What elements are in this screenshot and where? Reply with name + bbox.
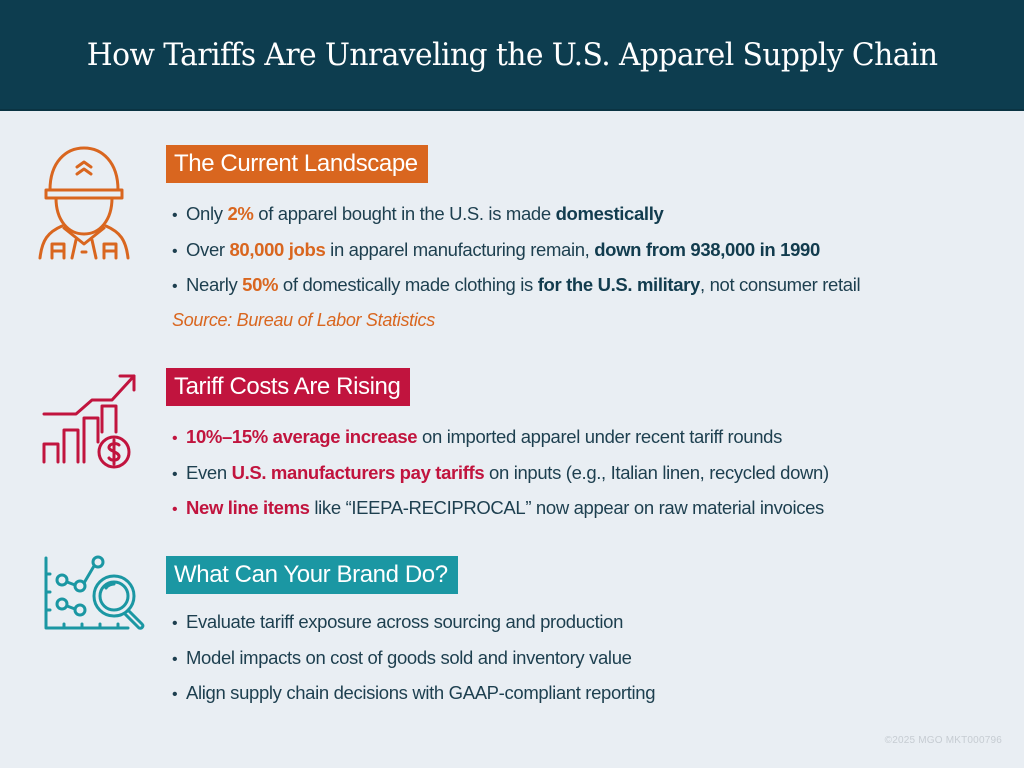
bullet-dot: • <box>172 615 178 632</box>
bullet-dot: • <box>172 501 178 518</box>
list-item: • Evaluate tariff exposure across sourcin… <box>172 604 655 640</box>
bullet-dot: • <box>172 430 178 447</box>
brand-actions-bullet-list: • Evaluate tariff exposure across sourcin… <box>172 604 656 711</box>
list-item: • Nearly 50% of domestically made clothin… <box>172 267 861 303</box>
list-item: • New line items like “IEEPA-RECIPROCAL” … <box>172 490 829 526</box>
emphasis-text: domestically <box>555 203 664 224</box>
copyright-footer: ©2025 MGO MKT000796 <box>884 735 1002 746</box>
source-citation: Source: Bureau of Labor Statistics <box>172 310 435 330</box>
list-item: • Model impacts on cost of goods sold and… <box>172 640 655 676</box>
bullet-dot: • <box>172 278 178 295</box>
landscape-bullet-list: • Only 2% of apparel bought in the U.S. i… <box>172 196 861 303</box>
header-divider <box>0 109 1024 111</box>
highlight-stat: 2% <box>227 203 254 224</box>
highlight-stat: U.S. manufacturers pay tariffs <box>231 461 485 483</box>
bullet-dot: • <box>172 465 178 483</box>
section-title-brand-actions: What Can Your Brand Do? <box>166 556 458 594</box>
bullet-dot: • <box>172 686 178 703</box>
emphasis-text: down from 938,000 in 1990 <box>594 238 820 260</box>
bullet-dot: • <box>172 207 178 224</box>
highlight-stat: 10%–15% average increase <box>186 426 418 447</box>
list-item: • Even U.S. manufacturers pay tariffs on … <box>172 455 829 491</box>
highlight-stat: 50% <box>242 274 279 295</box>
list-item: • Align supply chain decisions with GAAP-… <box>172 675 656 711</box>
rising-cost-chart-icon <box>42 374 136 469</box>
header-banner: How Tariffs Are Unraveling the U.S. Appa… <box>0 0 1024 109</box>
list-item: • 10%–15% average increase on imported ap… <box>172 419 829 455</box>
list-item: • Over 80,000 jobs in apparel manufacturi… <box>172 232 860 268</box>
highlight-stat: New line items <box>186 497 310 518</box>
data-analysis-magnifier-icon <box>44 555 145 630</box>
bullet-dot: • <box>172 242 178 260</box>
page-title: How Tariffs Are Unraveling the U.S. Appa… <box>86 36 938 73</box>
worker-helmet-icon <box>38 146 130 260</box>
emphasis-text: for the U.S. military <box>537 274 701 295</box>
list-item: • Only 2% of apparel bought in the U.S. i… <box>172 196 860 232</box>
bullet-dot: • <box>172 650 178 668</box>
section-title-tariff-costs: Tariff Costs Are Rising <box>166 368 411 406</box>
section-title-current-landscape: The Current Landscape <box>166 145 428 183</box>
tariff-bullet-list: • 10%–15% average increase on imported ap… <box>172 419 829 526</box>
highlight-stat: 80,000 jobs <box>229 238 326 260</box>
